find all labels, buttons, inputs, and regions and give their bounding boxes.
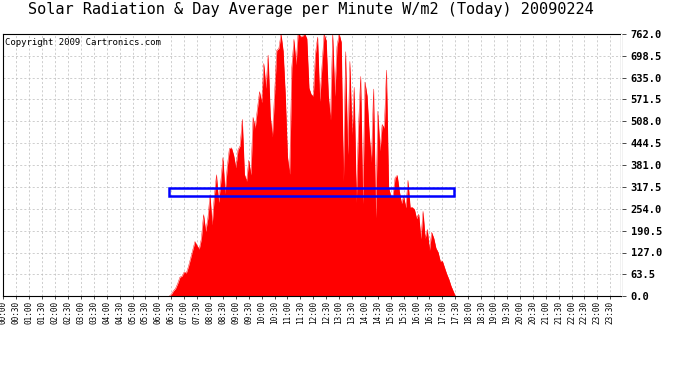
Bar [168,188,454,196]
Text: Copyright 2009 Cartronics.com: Copyright 2009 Cartronics.com [6,38,161,47]
Text: Solar Radiation & Day Average per Minute W/m2 (Today) 20090224: Solar Radiation & Day Average per Minute… [28,2,593,17]
